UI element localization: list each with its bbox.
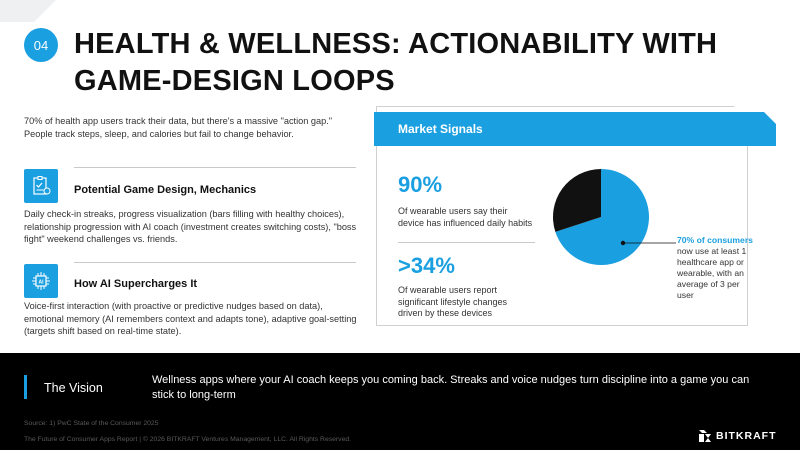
divider: [74, 262, 356, 263]
bitkraft-logo-text: BITKRAFT: [716, 430, 777, 442]
checklist-icon: [24, 169, 58, 203]
stat-value-habits: 90%: [398, 172, 443, 197]
pie-slice: [555, 169, 649, 265]
pie-callout-highlight: 70% of consumers: [677, 235, 753, 245]
consumer-pie-chart: [553, 169, 649, 265]
vision-accent-bar: [24, 375, 27, 399]
section-number-badge: 04: [24, 28, 58, 62]
bitkraft-logo: BITKRAFT: [698, 429, 777, 443]
divider: [398, 242, 535, 243]
pie-callout-text: now use at least 1 healthcare app or wea…: [677, 246, 747, 300]
vision-title: The Vision: [44, 381, 103, 395]
stat-label-habits: Of wearable users say their device has i…: [398, 206, 533, 228]
pie-callout: 70% of consumers now use at least 1 heal…: [677, 235, 757, 301]
callout-leader-line: [620, 240, 676, 246]
corner-decoration: [0, 0, 56, 38]
market-signals-header: Market Signals: [374, 112, 776, 146]
intro-text: 70% of health app users track their data…: [24, 116, 333, 139]
footer: The Vision Wellness apps where your AI c…: [0, 353, 800, 450]
bitkraft-logo-icon: [699, 430, 711, 442]
vision-text: Wellness apps where your AI coach keeps …: [152, 374, 750, 401]
feature-heading-ai: How AI Supercharges It: [74, 278, 198, 290]
divider: [74, 167, 356, 168]
feature-body-game-design: Daily check-in streaks, progress visuali…: [24, 209, 357, 244]
stat-label-lifestyle: Of wearable users report significant lif…: [398, 285, 508, 318]
stat-value-lifestyle: >34%: [398, 253, 455, 278]
page-title-line-2: GAME-DESIGN LOOPS: [74, 65, 395, 97]
pie-slice: [553, 169, 601, 232]
page-title-line-1: HEALTH & WELLNESS: ACTIONABILITY WITH: [74, 28, 718, 60]
svg-text:AI: AI: [39, 280, 45, 286]
feature-body-ai: Voice-first interaction (with proactive …: [24, 301, 357, 336]
source-note: Source: 1) PwC State of the Consumer 202…: [24, 420, 159, 427]
ai-chip-icon: AI: [24, 264, 58, 298]
page-title: HEALTH & WELLNESS: ACTIONABILITY WITH GA…: [74, 26, 764, 100]
feature-heading-game-design: Potential Game Design, Mechanics: [74, 184, 257, 196]
market-signals-title: Market Signals: [398, 122, 483, 136]
copyright-note: The Future of Consumer Apps Report | © 2…: [24, 436, 352, 443]
